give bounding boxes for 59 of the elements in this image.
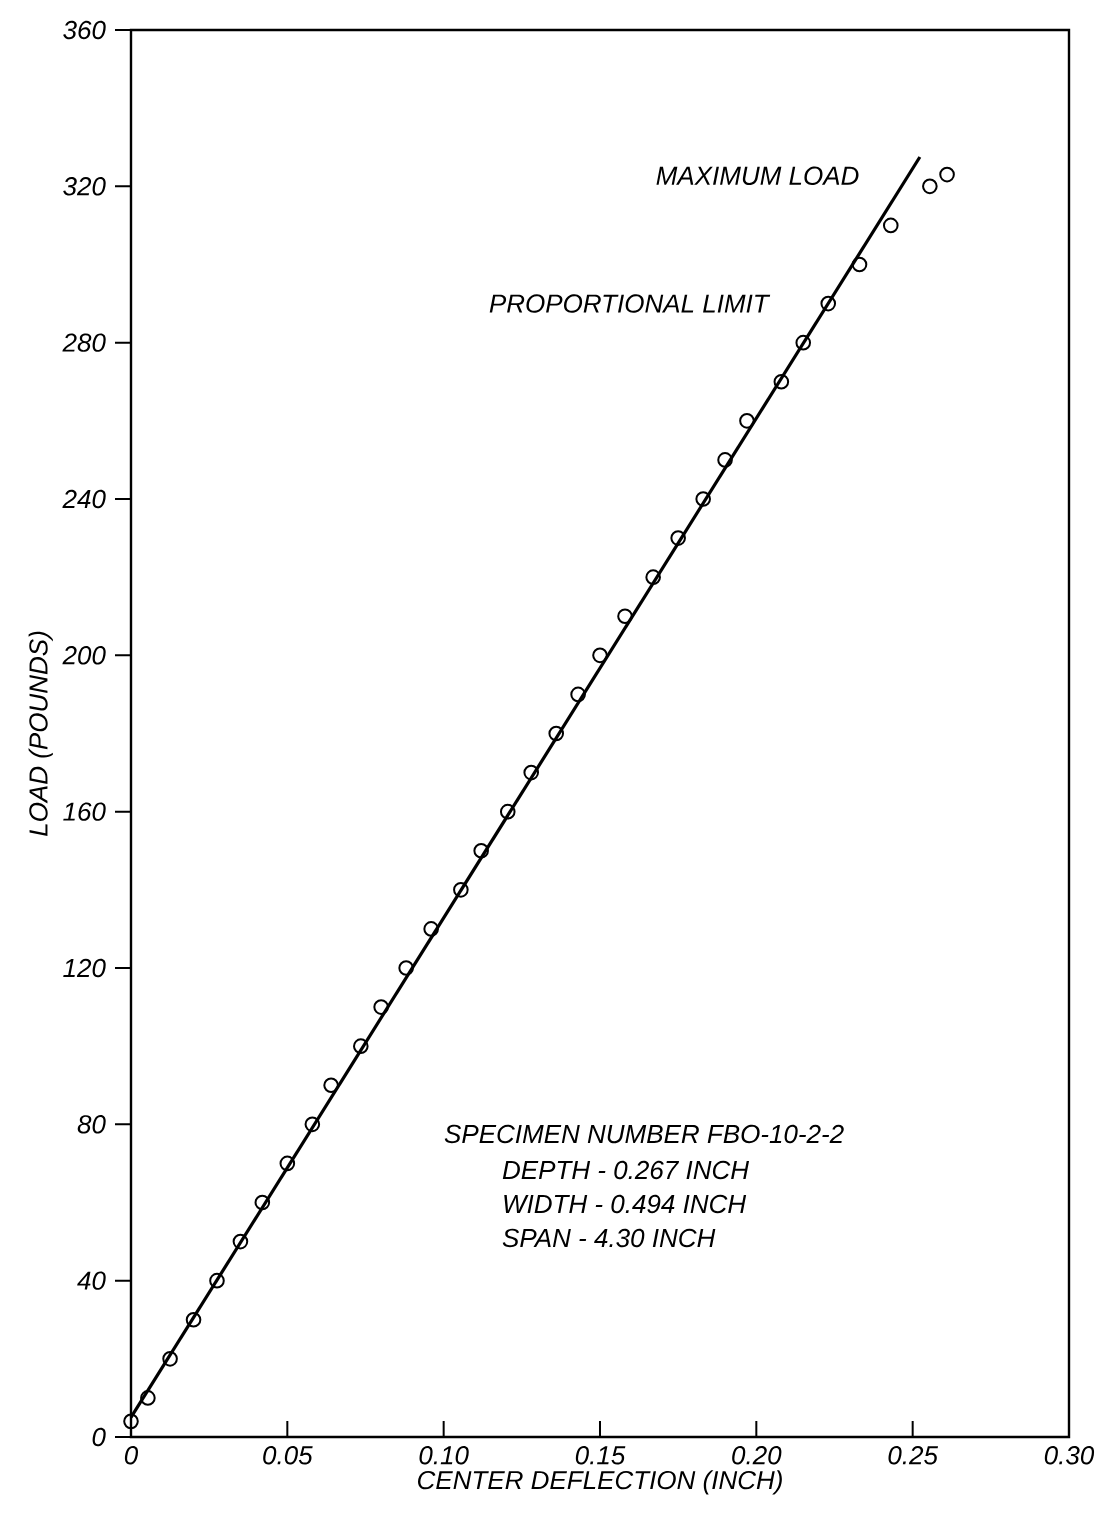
x-tick-label: 0.10 <box>419 1446 469 1465</box>
y-tick-label: 240 <box>62 489 106 509</box>
point <box>373 999 389 1015</box>
y-tick-label: 80 <box>77 1115 106 1134</box>
point <box>882 217 899 234</box>
y-tick-label: 200 <box>62 646 106 665</box>
x-tick-label: 0.30 <box>1044 1446 1095 1465</box>
point <box>670 530 686 546</box>
point <box>820 295 837 312</box>
point <box>795 334 812 351</box>
point <box>423 921 439 937</box>
point <box>695 491 711 507</box>
point <box>523 764 540 781</box>
point <box>922 178 938 195</box>
point <box>939 166 955 183</box>
point <box>499 803 516 820</box>
annotation: MAXIMUM LOAD <box>656 166 859 185</box>
point <box>232 1233 249 1250</box>
point <box>473 842 489 859</box>
y-tick-label: 320 <box>63 177 106 196</box>
annotation: SPECIMEN NUMBER FBO-10-2-2 <box>444 1124 844 1144</box>
point <box>304 1116 321 1133</box>
y-tick-label: 360 <box>63 20 106 40</box>
x-axis-title: CENTER DEFLECTION (INCH) <box>417 1470 782 1495</box>
y-tick-label: 280 <box>62 333 106 352</box>
y-tick-label: 0 <box>92 1427 106 1447</box>
point <box>123 1413 139 1430</box>
y-tick-label: 40 <box>77 1271 106 1290</box>
point <box>279 1155 296 1172</box>
point <box>323 1077 339 1094</box>
point <box>453 882 469 898</box>
point <box>140 1390 156 1406</box>
annotation: PROPORTIONAL LIMIT <box>489 294 771 313</box>
point <box>773 373 790 390</box>
point <box>185 1311 202 1328</box>
y-tick-label: 160 <box>63 802 106 821</box>
point <box>851 256 868 273</box>
point <box>353 1038 369 1054</box>
point <box>592 647 608 664</box>
annotation: SPAN - 4.30 INCH <box>502 1228 716 1248</box>
point <box>717 452 733 468</box>
annotation: DEPTH - 0.267 INCH <box>502 1160 750 1180</box>
point <box>548 725 565 742</box>
x-tick-label: 0.15 <box>575 1446 626 1465</box>
point <box>739 413 755 429</box>
point <box>570 686 586 703</box>
y-axis-title: LOAD (POUNDS) <box>28 631 53 836</box>
y-tick-label: 120 <box>63 958 106 978</box>
point <box>617 608 633 625</box>
point <box>398 960 414 976</box>
point <box>254 1194 271 1211</box>
point <box>162 1351 178 1367</box>
point <box>209 1272 225 1289</box>
x-tick-label: 0.20 <box>732 1446 782 1465</box>
x-tick-label: 0.25 <box>888 1446 939 1465</box>
point <box>645 569 661 585</box>
x-tick-label: 0.05 <box>263 1446 313 1465</box>
x-tick-label: 0 <box>124 1446 139 1465</box>
annotation: WIDTH - 0.494 INCH <box>504 1194 747 1214</box>
